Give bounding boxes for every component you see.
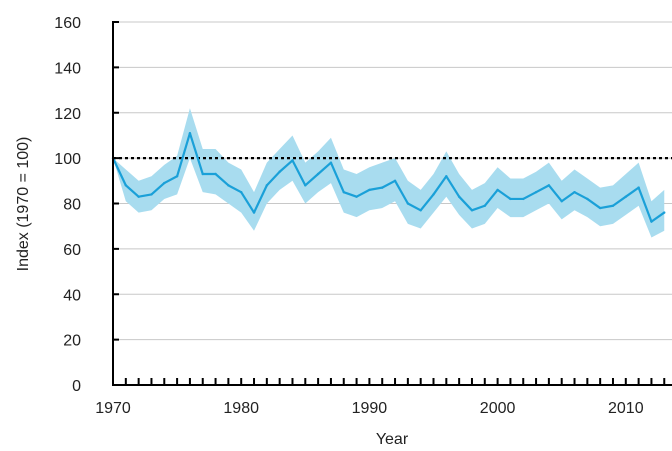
x-tick-label-2010: 2010 <box>608 400 644 417</box>
data-point-1997 <box>457 195 461 198</box>
data-point-1992 <box>393 179 397 183</box>
data-point-1987 <box>329 161 333 164</box>
data-point-2007 <box>586 197 589 201</box>
y-tick-label-160: 160 <box>54 15 81 32</box>
y-tick-label-120: 120 <box>54 106 81 123</box>
x-axis-ticks: 1970 1980 1990 2000 2010 <box>95 378 666 417</box>
data-point-2002 <box>522 197 525 201</box>
x-tick-label-1980: 1980 <box>223 400 259 417</box>
y-axis-title: Index (1970 = 100) <box>15 137 32 272</box>
data-point-1975 <box>175 175 179 178</box>
data-point-2004 <box>547 184 551 187</box>
data-point-1981 <box>252 211 256 214</box>
data-point-2012 <box>650 220 653 223</box>
data-point-1985 <box>304 184 307 187</box>
y-axis-ticks: 0 20 40 60 80 100 120 140 160 <box>54 15 119 395</box>
data-point-1982 <box>265 184 269 187</box>
data-point-1973 <box>150 193 153 196</box>
y-tick-label-60: 60 <box>63 242 81 259</box>
data-point-2003 <box>534 190 538 194</box>
data-point-1988 <box>342 190 345 194</box>
data-point-1995 <box>432 193 435 196</box>
data-point-1996 <box>445 175 448 178</box>
data-point-2010 <box>624 195 627 198</box>
x-tick-label-1970: 1970 <box>95 400 131 417</box>
data-point-1999 <box>483 204 486 207</box>
data-point-2011 <box>637 186 640 189</box>
data-point-1984 <box>291 159 294 162</box>
x-tick-label-1990: 1990 <box>352 400 388 417</box>
data-point-1991 <box>381 186 384 189</box>
y-tick-label-20: 20 <box>63 333 81 350</box>
data-point-1989 <box>355 195 358 198</box>
data-point-1979 <box>227 184 230 187</box>
confidence-band <box>113 108 665 238</box>
data-point-1978 <box>214 172 217 176</box>
data-point-1986 <box>316 172 320 176</box>
y-tick-label-80: 80 <box>63 197 81 214</box>
data-point-1983 <box>278 170 281 173</box>
data-point-1974 <box>163 181 166 185</box>
data-point-1990 <box>368 188 371 192</box>
y-tick-label-0: 0 <box>72 378 81 395</box>
data-point-2000 <box>496 188 499 192</box>
data-point-1980 <box>240 190 243 194</box>
data-point-1993 <box>406 202 410 205</box>
data-point-1976 <box>188 131 192 135</box>
x-axis-title: Year <box>376 431 409 448</box>
data-point-2008 <box>598 206 602 210</box>
data-point-1994 <box>419 209 422 212</box>
data-point-1977 <box>201 172 204 176</box>
index-series-line <box>112 132 665 223</box>
x-tick-label-2000: 2000 <box>480 400 516 417</box>
data-point-1971 <box>124 184 128 187</box>
y-tick-label-140: 140 <box>54 60 81 77</box>
data-point-2009 <box>611 204 615 207</box>
data-point-1972 <box>137 195 140 198</box>
data-point-1998 <box>470 209 474 212</box>
y-tick-label-40: 40 <box>63 287 81 304</box>
data-point-2006 <box>573 190 576 194</box>
y-tick-label-100: 100 <box>54 151 81 168</box>
data-point-2001 <box>509 197 512 201</box>
data-point-2005 <box>560 200 563 203</box>
data-point-2013 <box>663 211 666 214</box>
data-points <box>111 131 666 223</box>
